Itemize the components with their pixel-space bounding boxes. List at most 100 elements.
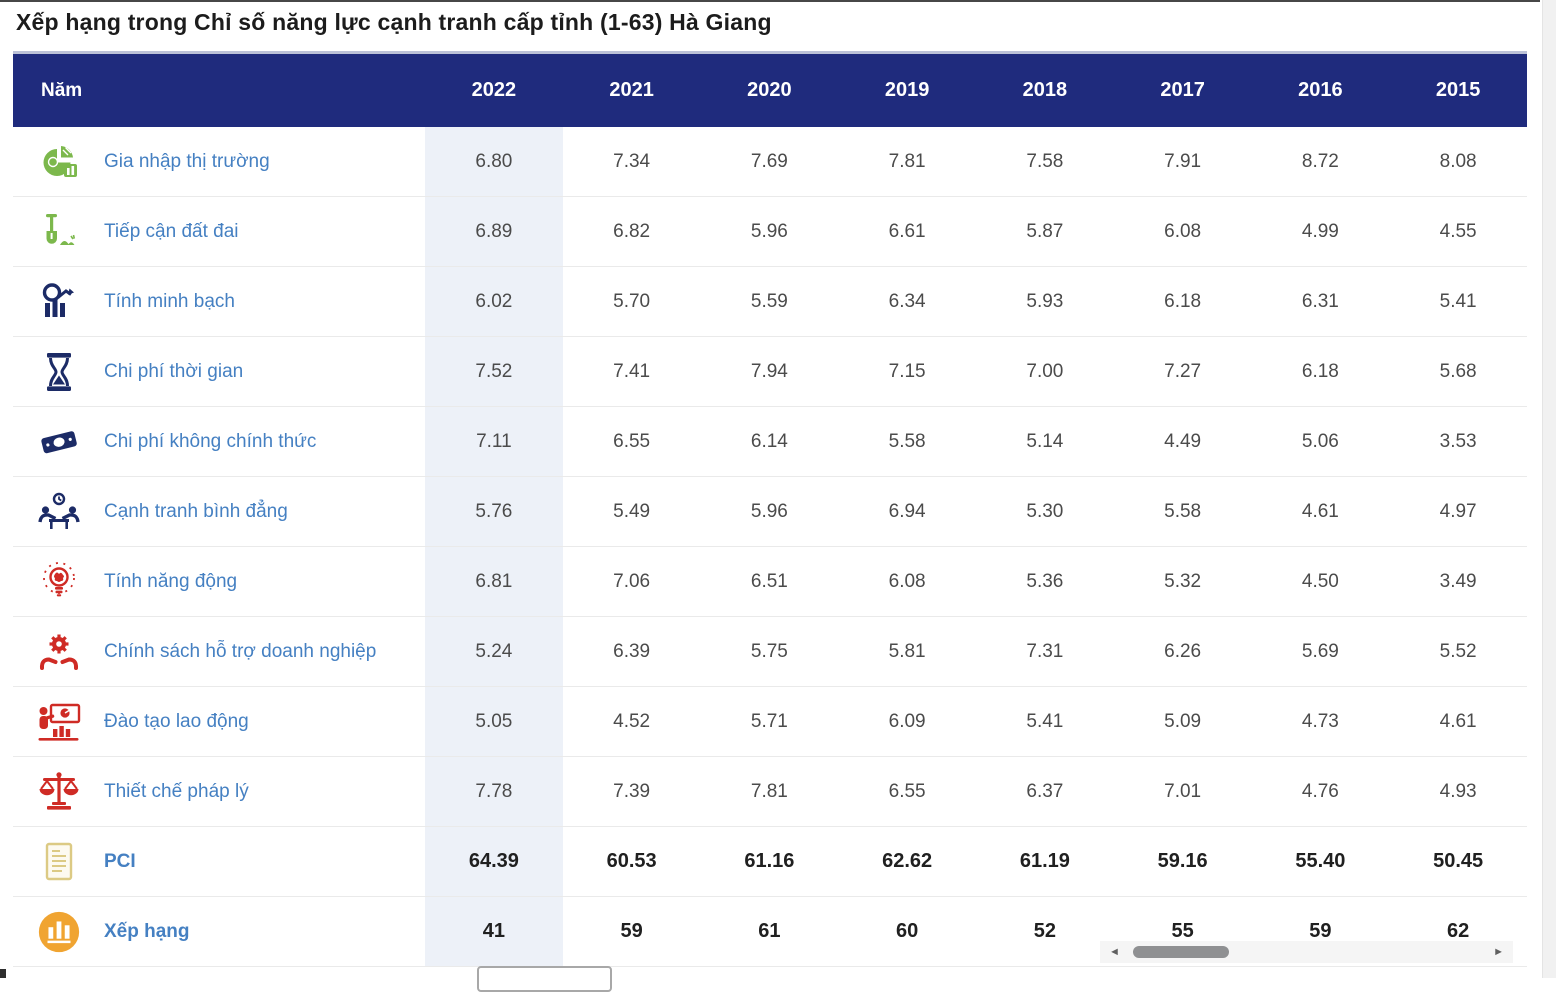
score-cell: 52	[976, 896, 1114, 967]
score-cell: 6.02	[425, 266, 563, 337]
row-label-canh-tranh-binh-dang[interactable]: Cạnh tranh bình đẳng	[104, 500, 288, 522]
row-label-xep-hang[interactable]: Xếp hạng	[104, 920, 190, 942]
score-cell: 7.00	[976, 336, 1114, 407]
score-cell: 55.40	[1251, 826, 1390, 897]
row-label-chi-phi-thoi-gian[interactable]: Chi phí thời gian	[104, 360, 244, 382]
score-cell: 7.52	[425, 336, 563, 407]
table-row: Chính sách hỗ trợ doanh nghiệp 5.24 6.39…	[13, 616, 1527, 687]
table-row: Đào tạo lao động 5.05 4.52 5.71 6.09 5.4…	[13, 686, 1527, 757]
score-cell: 59.16	[1113, 826, 1252, 897]
justice-scales-icon	[36, 769, 82, 815]
score-cell: 5.71	[700, 686, 839, 757]
score-cell: 6.31	[1251, 266, 1390, 337]
score-cell: 5.96	[700, 476, 839, 547]
score-cell: 5.87	[976, 196, 1114, 267]
score-cell: 7.41	[562, 336, 701, 407]
training-presenter-icon	[36, 699, 82, 745]
score-cell: 5.75	[700, 616, 839, 687]
score-cell: 5.59	[700, 266, 839, 337]
score-cell: 4.97	[1389, 476, 1527, 547]
score-cell: 7.01	[1113, 756, 1252, 827]
table-row: Chi phí không chính thức 7.11 6.55 6.14 …	[13, 406, 1527, 477]
score-cell: 3.49	[1389, 546, 1527, 617]
score-cell: 4.50	[1251, 546, 1390, 617]
score-cell: 4.76	[1251, 756, 1390, 827]
score-cell: 5.36	[976, 546, 1114, 617]
score-cell: 3.53	[1389, 406, 1527, 477]
score-cell: 5.49	[562, 476, 701, 547]
score-cell: 7.15	[838, 336, 976, 407]
score-cell: 7.81	[700, 756, 839, 827]
score-cell: 7.81	[838, 127, 976, 197]
header-year-2015: 2015	[1389, 54, 1527, 127]
scrollbar-thumb[interactable]	[1132, 946, 1229, 958]
score-cell: 5.76	[425, 476, 563, 547]
score-cell: 8.08	[1389, 127, 1527, 197]
score-cell: 5.09	[1113, 686, 1252, 757]
table-row: Cạnh tranh bình đẳng 5.76 5.49 5.96 6.94…	[13, 476, 1527, 547]
scroll-right-arrow-icon[interactable]: ►	[1493, 945, 1504, 958]
table-row: Xếp hạng 41 59 61 60 52 55 59 62	[13, 896, 1527, 967]
score-cell: 50.45	[1389, 826, 1527, 897]
row-label-pci[interactable]: PCI	[104, 850, 136, 872]
score-cell: 5.58	[1113, 476, 1252, 547]
header-year-2017: 2017	[1113, 54, 1252, 127]
score-cell: 5.41	[976, 686, 1114, 757]
row-label-tinh-nang-dong[interactable]: Tính năng động	[104, 570, 238, 592]
table-header-row: Năm 2022 2021 2020 2019 2018 2017 2016 2…	[13, 54, 1527, 127]
score-cell: 7.78	[425, 756, 563, 827]
score-cell: 6.51	[700, 546, 839, 617]
score-cell: 7.11	[425, 406, 563, 477]
pie-chart-icon	[36, 139, 82, 185]
score-cell: 4.99	[1251, 196, 1390, 267]
score-cell: 5.05	[425, 686, 563, 757]
row-label-thiet-che-phap-ly[interactable]: Thiết chế pháp lý	[104, 780, 249, 802]
score-cell: 6.39	[562, 616, 701, 687]
row-label-chinh-sach-ho-tro-doanh-nghiep[interactable]: Chính sách hỗ trợ doanh nghiệp	[104, 640, 377, 662]
header-year-2016: 2016	[1251, 54, 1390, 127]
score-cell: 6.18	[1251, 336, 1390, 407]
score-cell: 6.55	[562, 406, 701, 477]
header-year-2019: 2019	[838, 54, 976, 127]
header-year-2018: 2018	[976, 54, 1114, 127]
partially-visible-button[interactable]	[477, 966, 612, 992]
score-cell: 4.55	[1389, 196, 1527, 267]
year-column-header: Năm	[13, 54, 425, 127]
score-cell: 7.39	[562, 756, 701, 827]
score-cell: 5.81	[838, 616, 976, 687]
score-cell: 5.14	[976, 406, 1114, 477]
row-label-chi-phi-khong-chinh-thuc[interactable]: Chi phí không chính thức	[104, 430, 317, 452]
row-label-tinh-minh-bach[interactable]: Tính minh bạch	[104, 290, 235, 312]
score-cell: 6.09	[838, 686, 976, 757]
page-title: Xếp hạng trong Chỉ số năng lực cạnh tran…	[16, 9, 772, 35]
score-cell: 60.53	[562, 826, 701, 897]
score-cell: 6.94	[838, 476, 976, 547]
table-row: Tiếp cận đất đai 6.89 6.82 5.96 6.61 5.8…	[13, 196, 1527, 267]
score-cell: 4.73	[1251, 686, 1390, 757]
score-cell: 62.62	[838, 826, 976, 897]
score-cell: 5.96	[700, 196, 839, 267]
score-cell: 6.55	[838, 756, 976, 827]
corner-mark	[0, 969, 6, 978]
score-cell: 5.30	[976, 476, 1114, 547]
banknote-icon	[36, 419, 82, 465]
table-row: Tính minh bạch 6.02 5.70 5.59 6.34 5.93 …	[13, 266, 1527, 337]
row-label-gia-nhap-thi-truong[interactable]: Gia nhập thị trường	[104, 150, 270, 172]
row-label-tiep-can-dat-dai[interactable]: Tiếp cận đất đai	[104, 220, 239, 242]
score-cell: 6.26	[1113, 616, 1252, 687]
score-cell: 4.93	[1389, 756, 1527, 827]
score-cell: 61.16	[700, 826, 839, 897]
row-label-dao-tao-lao-dong[interactable]: Đào tạo lao động	[104, 710, 249, 732]
score-cell: 6.18	[1113, 266, 1252, 337]
score-cell: 4.52	[562, 686, 701, 757]
score-cell: 7.06	[562, 546, 701, 617]
score-cell: 6.80	[425, 127, 563, 197]
score-cell: 5.68	[1389, 336, 1527, 407]
scroll-left-arrow-icon[interactable]: ◄	[1109, 945, 1120, 958]
vertical-scrollbar-track[interactable]	[1542, 0, 1556, 978]
horizontal-scrollbar[interactable]: ◄ ►	[1100, 941, 1513, 963]
score-cell: 61	[700, 896, 839, 967]
ranking-coin-icon	[36, 909, 82, 955]
table-row: Thiết chế pháp lý 7.78 7.39 7.81 6.55 6.…	[13, 756, 1527, 827]
score-cell: 6.08	[838, 546, 976, 617]
